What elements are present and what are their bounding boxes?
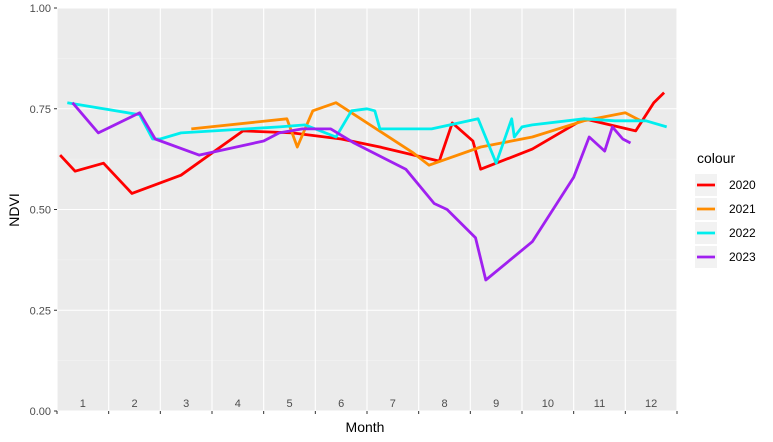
y-tick-label: 0.50 bbox=[30, 205, 51, 217]
x-tick-label: 9 bbox=[493, 398, 499, 410]
x-tick-label: 12 bbox=[645, 398, 657, 410]
legend-label-2020: 2020 bbox=[729, 178, 756, 192]
legend-label-2022: 2022 bbox=[729, 226, 756, 240]
x-tick-label: 5 bbox=[286, 398, 292, 410]
series-lines bbox=[59, 91, 668, 282]
legend-title: colour bbox=[697, 150, 735, 166]
y-axis: 0.00 0.25 0.50 0.75 1.00 bbox=[30, 3, 57, 418]
x-tick-label: 3 bbox=[183, 398, 189, 410]
x-axis: 1 2 3 4 5 6 7 8 9 10 11 12 bbox=[56, 398, 678, 414]
legend-label-2021: 2021 bbox=[729, 202, 756, 216]
legend: colour 2020 2021 2022 2023 bbox=[695, 150, 756, 268]
x-tick-label: 1 bbox=[80, 398, 86, 410]
series-line-2022 bbox=[67, 101, 668, 165]
y-tick-label: 1.00 bbox=[30, 3, 51, 15]
x-tick-label: 7 bbox=[390, 398, 396, 410]
x-axis-title: Month bbox=[346, 419, 385, 435]
series-line-2020 bbox=[59, 91, 666, 195]
x-tick-label: 10 bbox=[542, 398, 554, 410]
y-tick-label: 0.25 bbox=[30, 305, 51, 317]
series-line-2023 bbox=[71, 101, 632, 282]
x-tick-label: 2 bbox=[131, 398, 137, 410]
y-tick-label: 0.75 bbox=[30, 104, 51, 116]
y-axis-title: NDVI bbox=[6, 193, 22, 226]
legend-label-2023: 2023 bbox=[729, 250, 756, 264]
x-tick-label: 4 bbox=[235, 398, 241, 410]
x-tick-label: 8 bbox=[441, 398, 447, 410]
y-tick-label: 0.00 bbox=[30, 406, 51, 418]
x-tick-label: 11 bbox=[594, 398, 605, 410]
x-tick-label: 6 bbox=[338, 398, 344, 410]
